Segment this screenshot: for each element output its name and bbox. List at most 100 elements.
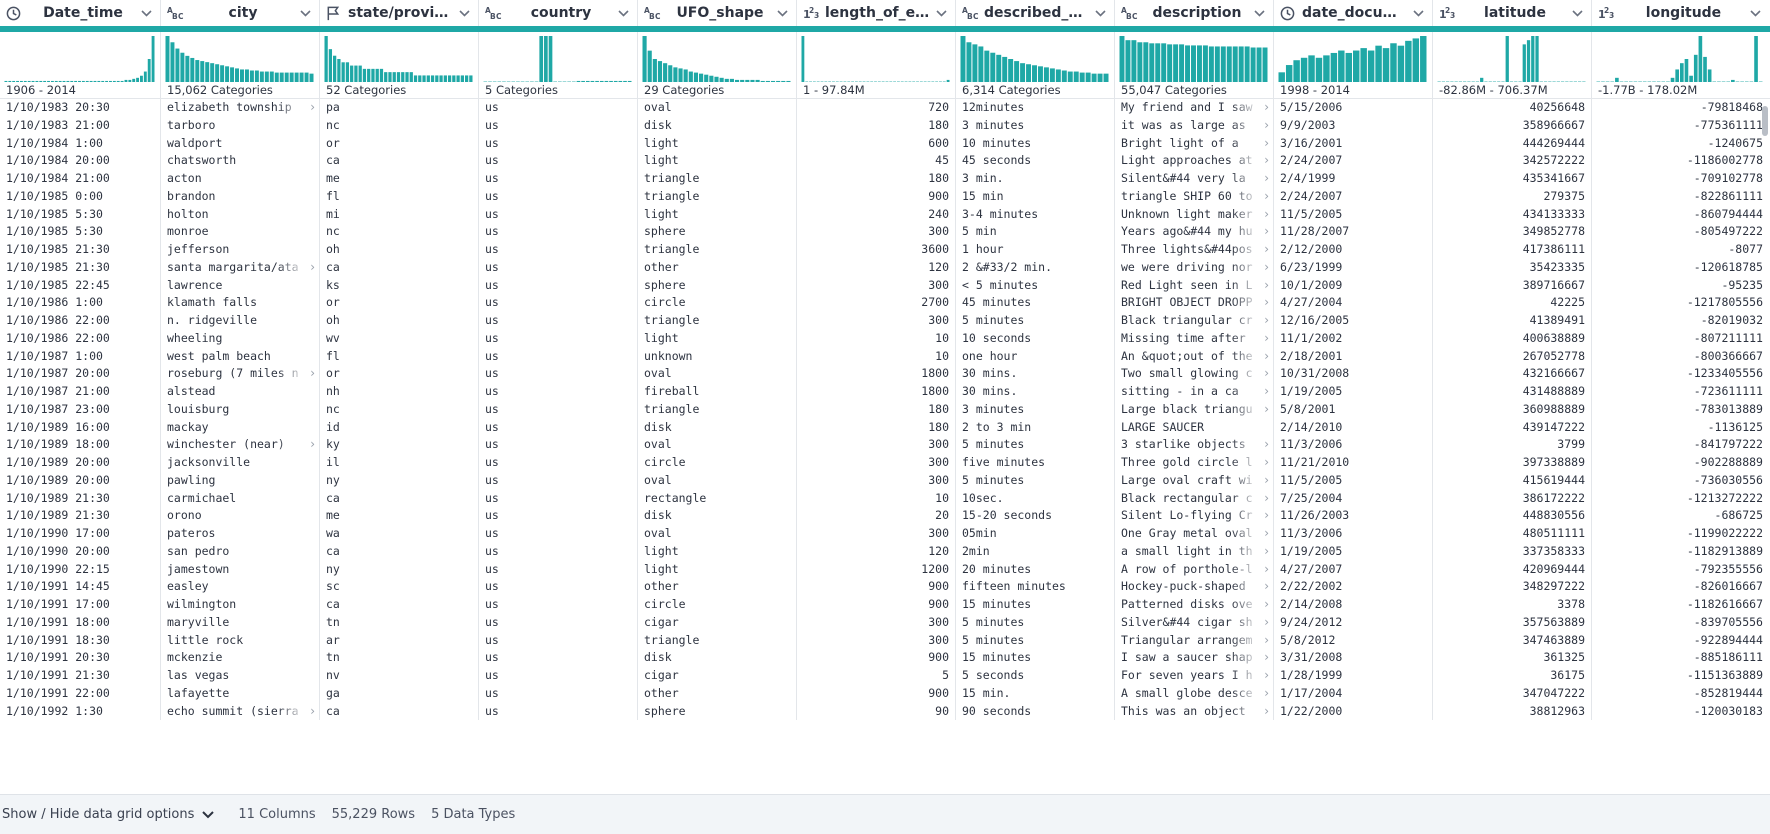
table-cell[interactable]: us	[479, 471, 638, 490]
table-cell[interactable]: 300	[797, 223, 956, 241]
table-cell[interactable]: little rock	[161, 631, 320, 650]
table-cell[interactable]: 12/16/2005	[1274, 312, 1433, 330]
expand-chevron-icon[interactable]: ›	[1264, 490, 1269, 505]
table-cell[interactable]: 5 minutes	[956, 613, 1115, 632]
expand-chevron-icon[interactable]: ›	[1264, 171, 1269, 185]
table-cell[interactable]: 42225	[1433, 294, 1592, 312]
table-cell[interactable]: 90	[797, 702, 956, 721]
table-cell[interactable]: 2700	[797, 294, 956, 312]
table-cell[interactable]: 397338889	[1433, 454, 1592, 472]
table-cell[interactable]: triangle	[638, 312, 797, 330]
chevron-down-icon[interactable]	[933, 9, 949, 17]
table-cell[interactable]: mi	[320, 205, 479, 224]
table-cell[interactable]: holton	[161, 205, 320, 224]
table-cell[interactable]: monroe	[161, 223, 320, 241]
table-cell[interactable]: -1186002778	[1592, 152, 1769, 170]
column-histogram[interactable]	[479, 32, 638, 82]
column-histogram[interactable]	[1592, 32, 1769, 82]
table-cell[interactable]: 3378	[1433, 596, 1592, 614]
table-cell[interactable]: 1/10/1987 20:00	[0, 365, 161, 383]
column-header[interactable]: date_document...	[1274, 0, 1433, 26]
table-cell[interactable]: 1/10/1985 5:30	[0, 223, 161, 241]
table-cell[interactable]: maryville	[161, 613, 320, 632]
table-cell[interactable]: 10	[797, 489, 956, 508]
column-histogram[interactable]	[797, 32, 956, 82]
table-cell[interactable]: -1151363889	[1592, 667, 1769, 685]
chevron-down-icon[interactable]	[615, 9, 631, 17]
table-cell[interactable]: 1800	[797, 365, 956, 383]
table-cell[interactable]: 5 minutes	[956, 471, 1115, 490]
table-cell[interactable]: 415619444	[1433, 471, 1592, 490]
table-cell[interactable]: 10sec.	[956, 489, 1115, 508]
table-cell[interactable]: 11/3/2006	[1274, 436, 1433, 454]
table-cell[interactable]: 5 seconds	[956, 667, 1115, 685]
table-cell[interactable]: 1/10/1983 21:00	[0, 116, 161, 135]
table-cell[interactable]: 300	[797, 436, 956, 454]
table-cell[interactable]: 357563889	[1433, 613, 1592, 632]
table-cell[interactable]: ca	[320, 596, 479, 614]
table-cell[interactable]: 358966667	[1433, 116, 1592, 135]
column-header[interactable]: 123 length_of_enco...	[797, 0, 956, 26]
table-cell[interactable]: 90 seconds	[956, 702, 1115, 721]
table-cell[interactable]: rectangle	[638, 489, 797, 508]
table-row[interactable]: 1/10/1989 21:30 orono me us disk 20 15-20 seco…	[0, 507, 1770, 525]
table-row[interactable]: 1/10/1984 1:00 waldport or us light 600 10 min…	[0, 134, 1770, 153]
table-cell[interactable]: 20 minutes	[956, 560, 1115, 579]
table-cell[interactable]: 1/19/2005	[1274, 383, 1433, 401]
table-cell[interactable]: me	[320, 507, 479, 525]
table-cell[interactable]: easley	[161, 578, 320, 596]
table-cell[interactable]: triangle	[638, 631, 797, 650]
table-cell[interactable]: brandon	[161, 187, 320, 206]
table-cell[interactable]: 1/10/1985 21:30	[0, 241, 161, 259]
table-cell[interactable]: Silent Lo-flying Cr ›	[1115, 507, 1274, 525]
table-cell[interactable]: -1199022222	[1592, 525, 1769, 543]
table-cell[interactable]: 1/10/1989 20:00	[0, 471, 161, 490]
table-cell[interactable]: -1217805556	[1592, 294, 1769, 312]
table-cell[interactable]: Large black triangu ›	[1115, 400, 1274, 419]
expand-chevron-icon[interactable]: ›	[1264, 100, 1269, 114]
table-cell[interactable]: 3-4 minutes	[956, 205, 1115, 224]
table-cell[interactable]: 600	[797, 134, 956, 153]
table-row[interactable]: 1/10/1991 18:30 little rock ar us triangle 30…	[0, 631, 1770, 650]
table-cell[interactable]: 1/10/1983 20:30	[0, 99, 161, 117]
table-cell[interactable]: 1/10/1984 21:00	[0, 170, 161, 188]
table-cell[interactable]: One Gray metal oval ›	[1115, 525, 1274, 543]
table-cell[interactable]: jefferson	[161, 241, 320, 259]
table-cell[interactable]: waldport	[161, 134, 320, 153]
table-cell[interactable]: Bright light of a ›	[1115, 134, 1274, 153]
expand-chevron-icon[interactable]: ›	[310, 366, 315, 381]
table-cell[interactable]: 1200	[797, 560, 956, 579]
table-cell[interactable]: orono	[161, 507, 320, 525]
table-cell[interactable]: circle	[638, 596, 797, 614]
table-cell[interactable]: us	[479, 134, 638, 153]
expand-chevron-icon[interactable]: ›	[310, 703, 315, 718]
table-cell[interactable]: santa margarita/ata ›	[161, 258, 320, 277]
table-cell[interactable]: pateros	[161, 525, 320, 543]
expand-chevron-icon[interactable]: ›	[1264, 543, 1269, 558]
table-cell[interactable]: us	[479, 489, 638, 508]
table-cell[interactable]: 448830556	[1433, 507, 1592, 525]
table-cell[interactable]: 279375	[1433, 187, 1592, 206]
table-cell[interactable]: us	[479, 631, 638, 650]
table-cell[interactable]: 10/1/2009	[1274, 276, 1433, 295]
table-cell[interactable]: 41389491	[1433, 312, 1592, 330]
chevron-down-icon[interactable]	[1569, 9, 1585, 17]
expand-chevron-icon[interactable]: ›	[310, 100, 315, 114]
table-cell[interactable]: us	[479, 702, 638, 721]
table-cell[interactable]: oval	[638, 365, 797, 383]
table-cell[interactable]: light	[638, 134, 797, 153]
table-row[interactable]: 1/10/1989 20:00 pawling ny us oval 300 5 minut…	[0, 471, 1770, 490]
table-cell[interactable]: 1/10/1985 21:30	[0, 258, 161, 277]
table-cell[interactable]: us	[479, 684, 638, 703]
table-cell[interactable]: us	[479, 525, 638, 543]
table-cell[interactable]: -775361111	[1592, 117, 1769, 135]
table-cell[interactable]: 10	[797, 347, 956, 366]
table-row[interactable]: 1/10/1990 17:00 pateros wa us oval 300 05min On…	[0, 525, 1770, 543]
table-cell[interactable]: 240	[797, 205, 956, 224]
table-row[interactable]: 1/10/1985 5:30 holton mi us light 240 3-4 minu…	[0, 205, 1770, 224]
column-histogram[interactable]	[320, 32, 479, 82]
table-cell[interactable]: us	[479, 152, 638, 170]
table-cell[interactable]: us	[479, 312, 638, 330]
